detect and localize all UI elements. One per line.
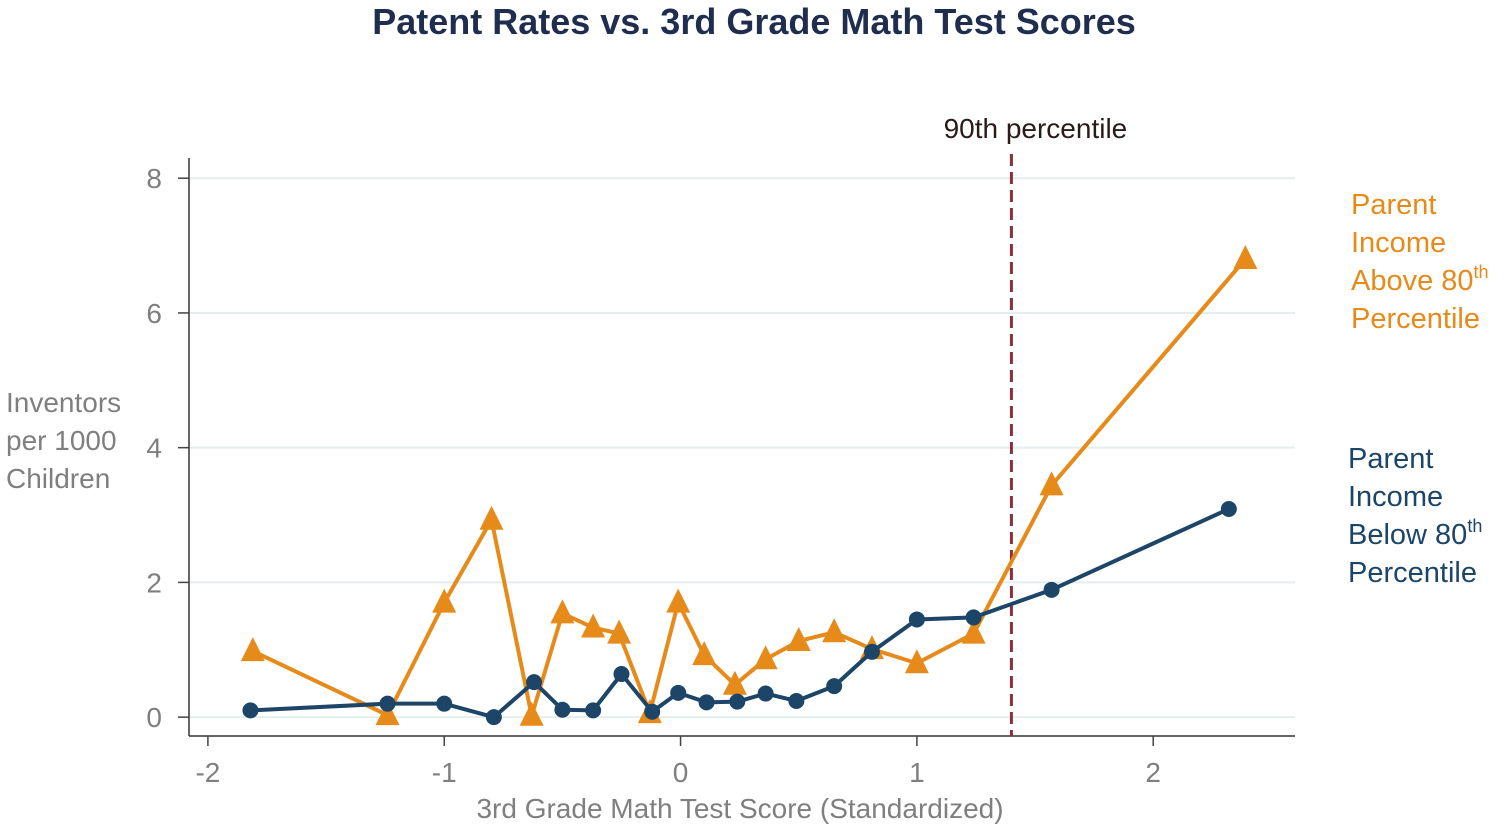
data-point-circle <box>1220 500 1237 517</box>
data-point-triangle <box>519 701 544 726</box>
data-point-circle <box>729 693 746 710</box>
series-label-text: Parent <box>1351 189 1436 221</box>
data-point-circle <box>757 685 774 702</box>
reference-line-group: 90th percentile <box>944 113 1128 736</box>
series-label-text: Percentile <box>1351 303 1480 335</box>
data-point-circle <box>698 694 715 711</box>
y-tick-label: 0 <box>146 702 162 733</box>
data-point-triangle <box>822 618 847 643</box>
series-label-line: Income <box>1348 481 1443 513</box>
series-label-text: Income <box>1351 227 1446 259</box>
data-point-triangle <box>550 599 575 624</box>
axes: 0 2 4 6 8 -2 -1 0 1 2 <box>146 158 1295 788</box>
data-point-triangle <box>581 613 606 638</box>
y-axis-title-line: Children <box>6 463 110 494</box>
series-label-text: Parent <box>1348 443 1433 475</box>
data-point-triangle <box>692 641 717 666</box>
data-point-triangle <box>479 505 504 530</box>
series-label-line: Parent <box>1348 443 1433 475</box>
series-label-line: Income <box>1351 227 1446 259</box>
data-point-circle <box>670 684 687 701</box>
chart-title: Patent Rates vs. 3rd Grade Math Test Sco… <box>372 1 1136 42</box>
series-label-line: Below 80th <box>1348 516 1482 551</box>
reference-line-label: 90th percentile <box>944 113 1128 144</box>
x-tick-label: -2 <box>195 757 220 788</box>
data-point-circle <box>1043 581 1060 598</box>
data-point-triangle <box>1039 471 1064 496</box>
series-label-line: Percentile <box>1351 303 1480 335</box>
data-point-circle <box>436 695 453 712</box>
data-point-triangle <box>607 619 632 644</box>
data-point-circle <box>644 703 661 720</box>
data-point-triangle <box>240 637 265 662</box>
gridlines <box>190 177 1295 719</box>
series-label-line: Parent <box>1351 189 1436 221</box>
data-point-triangle <box>753 645 778 670</box>
data-point-triangle <box>904 649 929 674</box>
x-tick-label: -1 <box>432 757 457 788</box>
data-point-triangle <box>722 670 747 695</box>
series-label-superscript: th <box>1467 516 1482 536</box>
series-label-text: Income <box>1348 481 1443 513</box>
data-point-circle <box>379 695 396 712</box>
series-above-80th <box>240 245 1258 726</box>
data-point-triangle <box>786 627 811 652</box>
data-point-circle <box>965 609 982 626</box>
series-label-text: Above 80 <box>1351 265 1474 297</box>
x-tick-label: 2 <box>1145 757 1161 788</box>
x-tick-label: 1 <box>909 757 925 788</box>
data-point-triangle <box>432 588 457 613</box>
data-point-circle <box>242 702 259 719</box>
data-point-circle <box>613 666 630 683</box>
series-below-80th <box>242 500 1237 726</box>
x-tick-label: 0 <box>673 757 689 788</box>
series-label-superscript: th <box>1474 262 1489 282</box>
series-label-text: Percentile <box>1348 557 1477 589</box>
data-point-circle <box>908 611 925 628</box>
series-group <box>240 245 1258 726</box>
y-axis-title: Inventors per 1000 Children <box>6 387 121 494</box>
data-point-triangle <box>1233 245 1258 270</box>
data-point-triangle <box>961 619 986 644</box>
series-line <box>250 507 1230 720</box>
data-point-circle <box>485 709 502 726</box>
series-label-line: Percentile <box>1348 557 1477 589</box>
y-tick-label: 2 <box>146 567 162 598</box>
data-point-circle <box>863 643 880 660</box>
data-point-circle <box>554 701 571 718</box>
y-axis-title-line: per 1000 <box>6 425 117 456</box>
y-tick-label: 6 <box>146 298 162 329</box>
data-point-triangle <box>375 701 400 726</box>
data-point-circle <box>788 692 805 709</box>
data-point-circle <box>526 674 543 691</box>
series-label-text: Below 80 <box>1348 519 1467 551</box>
y-tick-label: 8 <box>146 163 162 194</box>
y-tick-label: 4 <box>146 433 162 464</box>
series-label-line: Above 80th <box>1351 262 1489 297</box>
x-axis-title: 3rd Grade Math Test Score (Standardized) <box>476 793 1003 824</box>
series-line <box>251 257 1247 718</box>
data-point-triangle <box>666 588 691 613</box>
data-point-circle <box>826 678 843 695</box>
y-axis-title-line: Inventors <box>6 387 121 418</box>
data-point-circle <box>585 702 602 719</box>
